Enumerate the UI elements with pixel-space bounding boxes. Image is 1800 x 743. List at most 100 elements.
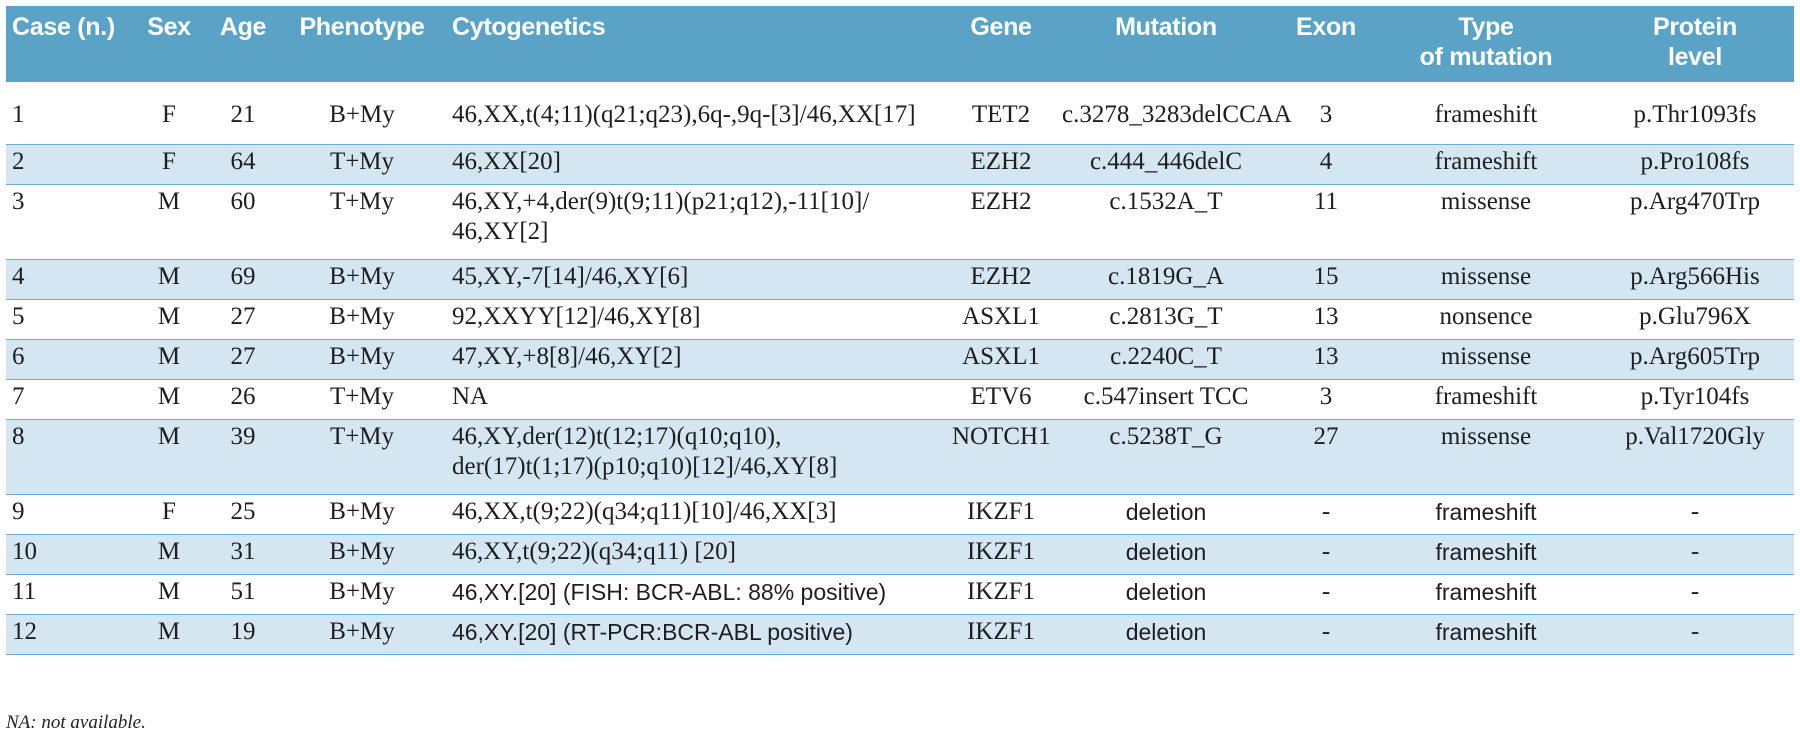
cell-mutation: c.547insert TCC bbox=[1056, 379, 1276, 420]
cell-protein-level: p.Arg470Trp bbox=[1596, 184, 1794, 260]
header-exon: Exon bbox=[1296, 13, 1356, 41]
cell-case: 7 bbox=[6, 379, 130, 420]
cell-sex: F bbox=[130, 144, 208, 185]
cell-sex: M bbox=[130, 299, 208, 340]
cell-protein-level: p.Val1720Gly bbox=[1596, 419, 1794, 495]
cell-age: 26 bbox=[208, 379, 278, 420]
cell-sex: M bbox=[130, 574, 208, 615]
cell-case: 10 bbox=[6, 534, 130, 575]
cell-cytogenetics: 46,XY,t(9;22)(q34;q11) [20] bbox=[446, 534, 946, 575]
cell-case: 5 bbox=[6, 299, 130, 340]
cell-sex: M bbox=[130, 184, 208, 260]
cell-phenotype: B+My bbox=[278, 494, 446, 535]
header-cytogenetics: Cytogenetics bbox=[452, 13, 606, 41]
cell-type-of-mutation: frameshift bbox=[1376, 534, 1596, 575]
cell-type-of-mutation: missense bbox=[1376, 419, 1596, 495]
cell-cytogenetics: 46,XY,der(12)t(12;17)(q10;q10), der(17)t… bbox=[446, 419, 946, 495]
header-age: Age bbox=[219, 13, 267, 41]
cell-age: 27 bbox=[208, 339, 278, 380]
cell-type-of-mutation: frameshift bbox=[1376, 82, 1596, 145]
cell-mutation: c.444_446delC bbox=[1056, 144, 1276, 185]
cell-type-of-mutation: frameshift bbox=[1376, 379, 1596, 420]
cell-mutation: c.2240C_T bbox=[1056, 339, 1276, 380]
cell-exon: 13 bbox=[1276, 339, 1376, 380]
cell-age: 31 bbox=[208, 534, 278, 575]
cell-cytogenetics: NA bbox=[446, 379, 946, 420]
cell-exon: - bbox=[1276, 534, 1376, 575]
cell-protein-level: - bbox=[1596, 494, 1794, 535]
cell-gene: IKZF1 bbox=[946, 494, 1056, 535]
cell-exon: 3 bbox=[1276, 82, 1376, 145]
cell-case: 11 bbox=[6, 574, 130, 615]
cell-sex: M bbox=[130, 614, 208, 655]
cell-gene: ETV6 bbox=[946, 379, 1056, 420]
cell-type-of-mutation: missense bbox=[1376, 339, 1596, 380]
cell-type-of-mutation: missense bbox=[1376, 184, 1596, 260]
cell-protein-level: p.Pro108fs bbox=[1596, 144, 1794, 185]
cell-exon: - bbox=[1276, 574, 1376, 615]
cell-exon: 27 bbox=[1276, 419, 1376, 495]
cell-case: 4 bbox=[6, 259, 130, 300]
cell-phenotype: T+My bbox=[278, 419, 446, 495]
cell-protein-level: - bbox=[1596, 614, 1794, 655]
cell-age: 51 bbox=[208, 574, 278, 615]
header-gene: Gene bbox=[970, 13, 1032, 41]
table-row: 3 M 60 T+My 46,XY,+4,der(9)t(9;11)(p21;q12),… bbox=[6, 184, 1794, 260]
cell-phenotype: B+My bbox=[278, 259, 446, 300]
cell-gene: ASXL1 bbox=[946, 339, 1056, 380]
header-sex: Sex bbox=[147, 13, 191, 41]
header-mutation: Mutation bbox=[1115, 13, 1217, 41]
cell-cytogenetics: 47,XY,+8[8]/46,XY[2] bbox=[446, 339, 946, 380]
cell-case: 6 bbox=[6, 339, 130, 380]
cell-protein-level: - bbox=[1596, 534, 1794, 575]
cell-cytogenetics: 46,XY.[20] (RT-PCR:BCR-ABL positive) bbox=[446, 614, 946, 655]
cell-exon: 15 bbox=[1276, 259, 1376, 300]
cell-cytogenetics: 46,XY.[20] (FISH: BCR-ABL: 88% positive) bbox=[446, 574, 946, 615]
cell-protein-level: p.Thr1093fs bbox=[1596, 82, 1794, 145]
cell-age: 60 bbox=[208, 184, 278, 260]
cell-sex: M bbox=[130, 339, 208, 380]
cell-cytogenetics: 45,XY,-7[14]/46,XY[6] bbox=[446, 259, 946, 300]
table-row: 9 F 25 B+My 46,XX,t(9;22)(q34;q11)[10]/46,XX… bbox=[6, 494, 1794, 535]
cell-protein-level: p.Glu796X bbox=[1596, 299, 1794, 340]
cell-mutation: deletion bbox=[1056, 534, 1276, 575]
cell-phenotype: T+My bbox=[278, 379, 446, 420]
cell-case: 12 bbox=[6, 614, 130, 655]
table-body: 1 F 21 B+My 46,XX,t(4;11)(q21;q23),6q-,9q-[3… bbox=[6, 82, 1794, 655]
cell-sex: M bbox=[130, 379, 208, 420]
cell-mutation: c.5238T_G bbox=[1056, 419, 1276, 495]
cell-exon: - bbox=[1276, 494, 1376, 535]
header-type-of-mutation: Type of mutation bbox=[1419, 13, 1553, 71]
cell-age: 69 bbox=[208, 259, 278, 300]
cell-exon: 3 bbox=[1276, 379, 1376, 420]
table-row: 4 M 69 B+My 45,XY,-7[14]/46,XY[6] EZH2 c.1819G… bbox=[6, 259, 1794, 300]
cell-cytogenetics: 46,XX[20] bbox=[446, 144, 946, 185]
cell-gene: NOTCH1 bbox=[946, 419, 1056, 495]
cell-sex: F bbox=[130, 494, 208, 535]
cell-phenotype: B+My bbox=[278, 299, 446, 340]
cell-sex: M bbox=[130, 259, 208, 300]
cell-age: 27 bbox=[208, 299, 278, 340]
cell-case: 2 bbox=[6, 144, 130, 185]
mutation-table: Case (n.) Sex Age Phenotype Cytogenetics… bbox=[6, 6, 1794, 655]
table-row: 5 M 27 B+My 92,XXYY[12]/46,XY[8] ASXL1 c.2813G… bbox=[6, 299, 1794, 340]
cell-case: 1 bbox=[6, 82, 130, 145]
cell-sex: M bbox=[130, 419, 208, 495]
cell-exon: 11 bbox=[1276, 184, 1376, 260]
header-case: Case (n.) bbox=[12, 13, 115, 41]
table-row: 6 M 27 B+My 47,XY,+8[8]/46,XY[2] ASXL1 c.2240C… bbox=[6, 339, 1794, 380]
cell-gene: EZH2 bbox=[946, 184, 1056, 260]
cell-phenotype: B+My bbox=[278, 82, 446, 145]
cell-exon: - bbox=[1276, 614, 1376, 655]
cell-type-of-mutation: missense bbox=[1376, 259, 1596, 300]
cell-mutation: c.1819G_A bbox=[1056, 259, 1276, 300]
table-container: Case (n.) Sex Age Phenotype Cytogenetics… bbox=[6, 6, 1794, 655]
cell-phenotype: B+My bbox=[278, 574, 446, 615]
cell-phenotype: B+My bbox=[278, 614, 446, 655]
header-protein-level: Protein level bbox=[1652, 13, 1738, 71]
cell-sex: M bbox=[130, 534, 208, 575]
cell-exon: 4 bbox=[1276, 144, 1376, 185]
cell-cytogenetics: 46,XY,+4,der(9)t(9;11)(p21;q12),-11[10]/… bbox=[446, 184, 946, 260]
cell-type-of-mutation: frameshift bbox=[1376, 494, 1596, 535]
cell-protein-level: - bbox=[1596, 574, 1794, 615]
